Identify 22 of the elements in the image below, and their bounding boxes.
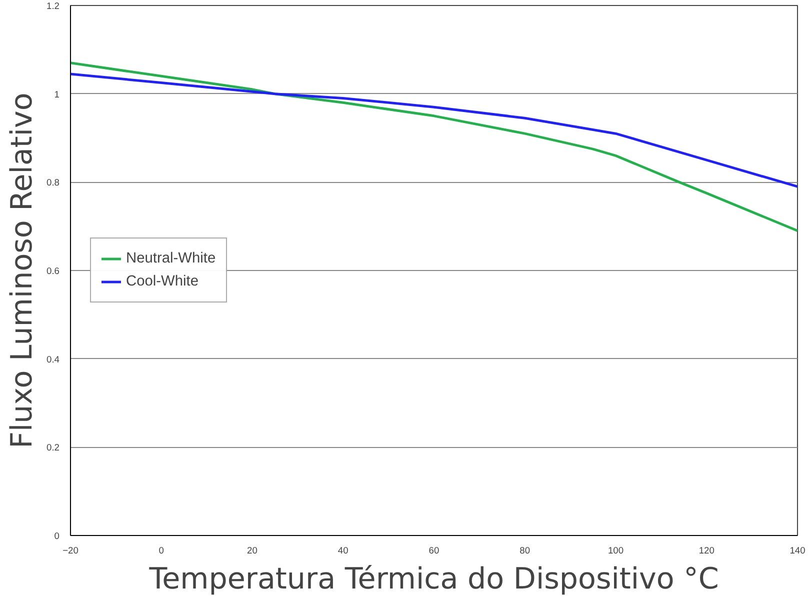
y-tick-label: 0.6 (46, 266, 60, 276)
line-series (70, 62, 798, 232)
y-tick-label: 1.2 (46, 1, 60, 11)
x-axis-title: Temperatura Térmica do Dispositivo °C (148, 562, 719, 596)
y-tick-label: 0.8 (46, 178, 60, 188)
x-tick-label: 120 (698, 546, 714, 556)
line-series (70, 72, 798, 188)
y-tick-label: 1 (54, 89, 60, 100)
y-axis-title: Fluxo Luminoso Relativo (4, 92, 39, 448)
x-tick-label: 100 (608, 546, 624, 556)
x-tick-label: 80 (520, 546, 530, 556)
x-tick-label: 140 (790, 546, 806, 556)
legend-label: Neutral-White (126, 250, 216, 266)
x-tick-label: 60 (428, 546, 440, 556)
x-tick-label: 20 (247, 546, 258, 556)
x-tick-label: −20 (62, 546, 78, 556)
y-tick-label: 0 (54, 531, 60, 541)
y-tick-label: 0.4 (46, 354, 60, 364)
legend-label: Cool-White (126, 274, 198, 290)
x-tick-label: 40 (338, 546, 348, 556)
x-tick-label: 0 (158, 546, 164, 556)
y-tick-label: 0.2 (46, 442, 60, 453)
